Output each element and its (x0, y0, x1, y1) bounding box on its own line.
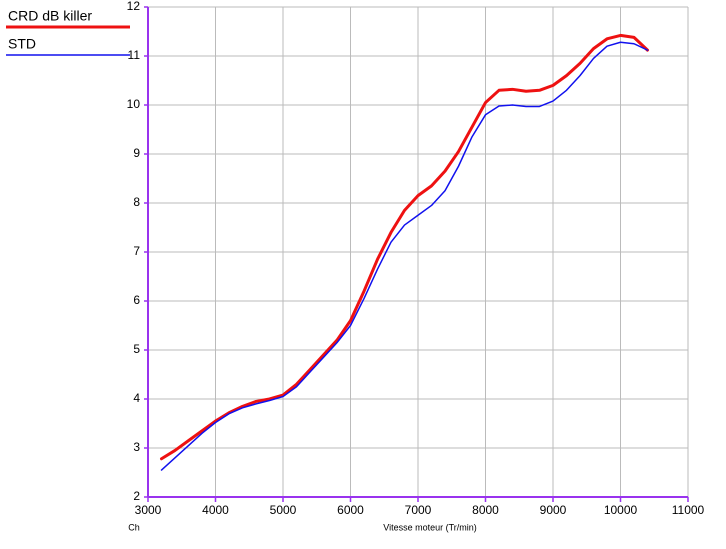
legend-label: CRD dB killer (8, 8, 92, 24)
y-tick-label: 5 (133, 342, 140, 356)
series-line (160, 41, 649, 471)
y-tick-label: 9 (133, 146, 140, 160)
x-tick-label: 9000 (540, 503, 567, 517)
y-tick-label: 6 (133, 293, 140, 307)
x-tick-label: 11000 (672, 503, 705, 517)
x-tick-label: 5000 (270, 503, 297, 517)
x-axis-label: Vitesse moteur (Tr/min) (383, 522, 477, 532)
y-tick-label: 2 (133, 489, 140, 503)
x-tick-label: 7000 (405, 503, 432, 517)
y-axis-unit: Ch (128, 522, 140, 532)
y-tick-label: 12 (127, 0, 141, 13)
x-tick-label: 3000 (135, 503, 162, 517)
y-tick-label: 8 (133, 195, 140, 209)
x-tick-label: 10000 (604, 503, 638, 517)
y-tick-label: 11 (128, 48, 141, 62)
y-tick-label: 4 (133, 391, 140, 405)
x-tick-label: 4000 (202, 503, 229, 517)
legend-label: STD (8, 36, 36, 52)
x-tick-label: 8000 (472, 503, 499, 517)
x-tick-label: 6000 (337, 503, 364, 517)
y-tick-label: 10 (127, 97, 141, 111)
series-line (160, 33, 649, 461)
y-tick-label: 3 (133, 440, 140, 454)
y-tick-label: 7 (133, 244, 140, 258)
